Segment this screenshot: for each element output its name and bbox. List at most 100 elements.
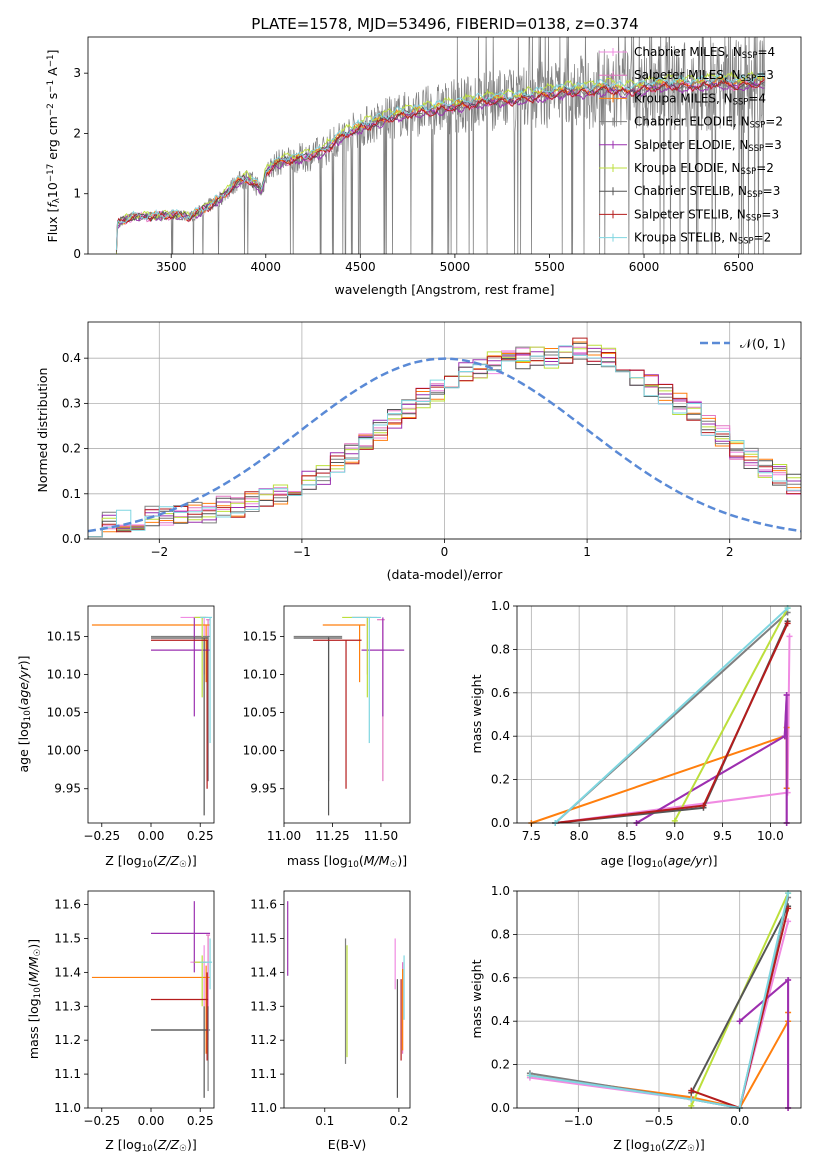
weight-marker bbox=[783, 691, 790, 698]
histogram-step bbox=[88, 345, 801, 538]
axes-frame-spectrum bbox=[87, 36, 802, 255]
weight-line bbox=[673, 607, 789, 822]
legend-entry-label: Chabrier MILES, NSSP=4 bbox=[634, 45, 775, 60]
errorbar-point bbox=[351, 616, 381, 744]
y-tick-label: 11.5 bbox=[250, 931, 277, 945]
y-tick-label: 10.10 bbox=[243, 668, 277, 682]
plot-area-weight_vs_age bbox=[528, 605, 793, 826]
x-tick-label: 11.25 bbox=[315, 829, 349, 843]
x-tick-label: 9.0 bbox=[665, 829, 684, 843]
axes-mass_vs_Z: −0.25 0.00 0.25 11.0 11.1 11.2 11.3 11.4 11.5 11.… bbox=[54, 890, 215, 1128]
y-tick-label: 10.00 bbox=[47, 744, 81, 758]
y-tick-label: 3 bbox=[73, 66, 81, 80]
x-tick-label: −0.25 bbox=[83, 829, 120, 843]
legend-entry-label: Chabrier ELODIE, NSSP=2 bbox=[634, 115, 783, 130]
x-tick-label: 7.5 bbox=[522, 829, 541, 843]
errorbar-point bbox=[91, 965, 211, 1054]
weight-marker bbox=[700, 802, 707, 809]
plot-area-spectrum bbox=[115, 37, 766, 254]
y-tick-label: 10.05 bbox=[47, 706, 81, 720]
x-axis-label: Z [log10(Z/Z☉)] bbox=[105, 853, 196, 870]
y-tick-label: 0.0 bbox=[491, 816, 510, 830]
x-tick-label: 0.25 bbox=[187, 1114, 214, 1128]
x-axis-label: mass [log10(M/M☉)] bbox=[287, 853, 407, 870]
legend-entry-label: Kroupa MILES, NSSP=4 bbox=[634, 91, 766, 106]
x-tick-label: 6500 bbox=[723, 260, 754, 274]
y-tick-label: 1.0 bbox=[491, 599, 510, 613]
weight-marker bbox=[526, 1072, 533, 1079]
errorbar-point bbox=[151, 637, 209, 816]
weight-line bbox=[635, 694, 788, 824]
weight-line bbox=[635, 694, 788, 824]
x-tick-label: 9.5 bbox=[713, 829, 732, 843]
weight-line bbox=[555, 636, 791, 824]
weight-line bbox=[690, 905, 789, 1094]
x-tick-label: −0.5 bbox=[644, 1114, 673, 1128]
y-tick-label: 10.05 bbox=[243, 706, 277, 720]
weight-marker bbox=[785, 976, 792, 983]
y-tick-label: 11.0 bbox=[54, 1101, 81, 1115]
y-tick-label: 0.2 bbox=[62, 442, 81, 456]
y-tick-label: 0.4 bbox=[62, 351, 81, 365]
errorbar-point bbox=[151, 639, 209, 789]
x-tick-label: 0.2 bbox=[389, 1114, 408, 1128]
weight-marker bbox=[786, 633, 793, 640]
axes-frame-weight_vs_Z bbox=[516, 890, 802, 1109]
y-tick-label: 1 bbox=[73, 187, 81, 201]
plot-area-age_vs_Z bbox=[91, 616, 213, 816]
errorbar-point bbox=[151, 1006, 211, 1092]
x-tick-label: 5000 bbox=[440, 260, 471, 274]
weight-marker bbox=[785, 905, 792, 912]
y-tick-label: 0.0 bbox=[62, 532, 81, 546]
x-tick-label: −2 bbox=[150, 545, 168, 559]
x-tick-label: 8.0 bbox=[570, 829, 589, 843]
y-tick-label: 10.10 bbox=[47, 668, 81, 682]
x-tick-label: 10.0 bbox=[757, 829, 784, 843]
legend-gaussian-label: 𝒩(0, 1) bbox=[740, 336, 786, 351]
weight-line bbox=[554, 607, 789, 824]
y-tick-label: 11.5 bbox=[54, 931, 81, 945]
plot-area-mass_vs_EBV bbox=[287, 901, 405, 1098]
weight-marker bbox=[785, 918, 792, 925]
legend-entry-label: Kroupa STELIB, NSSP=2 bbox=[634, 231, 771, 246]
x-tick-label: 8.5 bbox=[617, 829, 636, 843]
x-axis-label: wavelength [Angstrom, rest frame] bbox=[334, 282, 554, 297]
y-tick-label: 1.0 bbox=[491, 884, 510, 898]
x-axis-label: Z [log10(Z/Z☉)] bbox=[613, 1137, 704, 1154]
errorbar-point bbox=[313, 639, 362, 789]
x-tick-label: 11.50 bbox=[364, 829, 398, 843]
legend-entry-label: Chabrier STELIB, NSSP=3 bbox=[634, 184, 780, 199]
grid-residuals bbox=[88, 322, 801, 540]
x-tick-label: 0.1 bbox=[315, 1114, 334, 1128]
x-axis-label: age [log10(age/yr)] bbox=[600, 853, 717, 870]
x-tick-label: 6000 bbox=[629, 260, 660, 274]
x-tick-label: 0 bbox=[441, 545, 449, 559]
x-axis-label: Z [log10(Z/Z☉)] bbox=[105, 1137, 196, 1154]
gaussian-reference-curve bbox=[88, 357, 801, 533]
axes-frame-age_vs_Z bbox=[87, 605, 215, 824]
axes-frame-residuals bbox=[87, 321, 802, 540]
axes-weight_vs_Z: −1.0 −0.5 0.0 0.0 0.2 0.4 0.6 0.8 1.0 bbox=[491, 884, 802, 1128]
x-axis-label: E(B-V) bbox=[328, 1137, 367, 1152]
y-tick-label: 11.2 bbox=[250, 1033, 277, 1047]
x-tick-label: −1 bbox=[293, 545, 311, 559]
errorbar-point bbox=[200, 938, 213, 990]
legend-entry-label: Salpeter STELIB, NSSP=3 bbox=[634, 207, 779, 222]
x-tick-label: −0.25 bbox=[83, 1114, 120, 1128]
x-tick-label: 4000 bbox=[251, 260, 282, 274]
legend-entry-label: Kroupa ELODIE, NSSP=2 bbox=[634, 161, 774, 176]
plot-area-residuals bbox=[88, 337, 801, 538]
y-tick-label: 11.6 bbox=[250, 898, 277, 912]
y-tick-label: 0.1 bbox=[62, 487, 81, 501]
legend-spectrum: Chabrier MILES, NSSP=4 Salpeter MILES, NS… bbox=[599, 45, 783, 246]
y-tick-label: 0.6 bbox=[491, 686, 510, 700]
axes-frame-mass_vs_EBV bbox=[283, 890, 411, 1109]
axes-frame-mass_vs_Z bbox=[87, 890, 215, 1109]
errorbar-point bbox=[151, 635, 211, 782]
errorbar-point bbox=[361, 617, 405, 717]
y-tick-label: 9.95 bbox=[250, 782, 277, 796]
errorbar-point bbox=[91, 624, 211, 683]
y-axis-label: mass weight bbox=[469, 674, 484, 753]
y-tick-label: 11.6 bbox=[54, 898, 81, 912]
axes-weight_vs_age: 7.5 8.0 8.5 9.0 9.5 10.0 0.0 0.2 0.4 0.6 0.8 1.0 bbox=[491, 599, 802, 843]
